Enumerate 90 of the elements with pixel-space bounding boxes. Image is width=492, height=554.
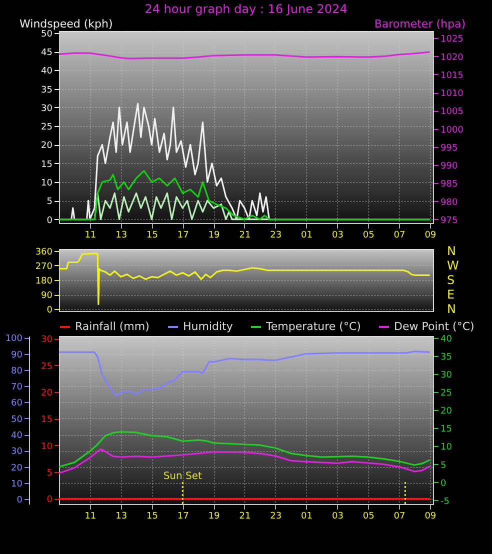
x-tick-label: 19 <box>208 230 220 240</box>
x-tick-label: 01 <box>301 230 312 240</box>
text: E <box>447 288 455 302</box>
y-tick-label: 25 <box>41 122 52 133</box>
line-series <box>58 51 431 60</box>
y-tick-label: 30 <box>41 104 53 114</box>
y-tick-label: 360 <box>35 247 53 258</box>
x-tick-label: 07 <box>394 512 406 522</box>
y2-tick-label: 1005 <box>440 107 464 118</box>
x-tick-label: 11 <box>84 512 96 522</box>
y2-tick-label: 5 <box>440 460 446 471</box>
x-tick-label: 07 <box>394 230 406 240</box>
y2-tick-label: 1025 <box>440 34 464 45</box>
y2-tick-label: 30 <box>440 370 452 380</box>
ref-line-label: Sun Set <box>163 471 202 482</box>
y2-tick-label: 1015 <box>440 70 464 81</box>
y2-tick-label: 15 <box>440 424 452 435</box>
y2-tick-label: 40 <box>440 334 452 344</box>
y2-axis-title: Barometer (hpa) <box>374 18 466 30</box>
y-tick-label: 10 <box>41 178 53 188</box>
x-tick-label: 13 <box>116 512 128 522</box>
y2-tick-label: 995 <box>440 143 458 154</box>
y2-tick-label: 1010 <box>440 89 464 100</box>
y-tick-label: 45 <box>41 48 52 58</box>
x-tick-label: 21 <box>239 512 251 522</box>
y2-tick-label: 10 <box>440 442 452 453</box>
y2-tick-label: 1000 <box>440 125 464 136</box>
y-tick-label: 40 <box>41 66 53 77</box>
x-tick-label: 09 <box>424 512 436 522</box>
y-tick-label: 5 <box>46 197 52 208</box>
x-tick-label: 09 <box>424 230 436 240</box>
y-tick-label: 70 <box>11 382 23 393</box>
y-tick-label: 15 <box>41 160 52 170</box>
legend-label: Rainfall (mm) <box>75 320 150 333</box>
y-tick-label: 80 <box>11 366 23 376</box>
x-tick-label: 15 <box>146 230 158 240</box>
x-tick-label: 13 <box>116 230 128 240</box>
line-series <box>58 170 431 220</box>
x-tick-label: 03 <box>332 230 344 240</box>
x-tick-label: 05 <box>362 512 374 522</box>
y-tick-label: 0 <box>16 496 23 506</box>
x-tick-label: 17 <box>177 230 189 240</box>
y2-tick-label: 25 <box>440 388 452 398</box>
y-tick-label: 50 <box>11 414 23 425</box>
x-tick-label: 21 <box>239 230 251 240</box>
legend-label: Temperature (°C) <box>265 320 361 333</box>
y-tick-label: 90 <box>41 291 53 302</box>
chart-title: 24 hour graph day : 16 June 2024 <box>144 2 348 16</box>
y2-tick-label: 35 <box>440 352 452 362</box>
y-tick-label: 50 <box>41 29 53 40</box>
x-tick-label: 05 <box>362 230 374 240</box>
y-tick-label: 270 <box>35 262 53 272</box>
y-tick-label: 180 <box>35 276 53 286</box>
line-series <box>58 350 431 397</box>
x-tick-label: 23 <box>270 230 282 240</box>
y-tick-label: 35 <box>41 85 52 96</box>
y2-tick-label: 985 <box>440 180 458 190</box>
y-tick-label: 100 <box>5 334 23 344</box>
y2-tick-label: -5 <box>440 496 450 507</box>
text: N <box>447 302 456 316</box>
y-tick-label: 90 <box>11 350 23 360</box>
x-tick-label: 17 <box>177 512 189 522</box>
x-tick-label: 19 <box>208 512 220 522</box>
y-tick-label: 20 <box>41 141 53 152</box>
y2-tick-label: 0 <box>440 478 446 489</box>
y2-tick-label: 975 <box>440 216 458 226</box>
y2-tick-label: 980 <box>440 198 458 208</box>
y-tick-label: 30 <box>11 447 23 458</box>
legend-label: Dew Point (°C) <box>394 320 474 333</box>
y-tick-label: 0 <box>46 216 53 226</box>
text: S <box>447 273 455 287</box>
x-tick-label: 15 <box>146 512 158 522</box>
legend-label: Humidity <box>183 320 234 333</box>
text: W <box>447 258 459 272</box>
y2-tick-label: 1020 <box>440 52 464 63</box>
y-tick-label: 10 <box>11 480 23 490</box>
line-series <box>58 430 431 468</box>
x-tick-label: 03 <box>332 512 344 522</box>
line-series <box>58 252 431 306</box>
x-tick-label: 01 <box>301 512 312 522</box>
y2-tick-label: 20 <box>440 406 452 417</box>
y-tick-label: 0 <box>46 306 53 316</box>
y-tick-label: 40 <box>11 431 23 442</box>
x-tick-label: 23 <box>270 512 282 522</box>
y-tick-label: 20 <box>11 463 23 474</box>
y-axis-title: Windspeed (kph) <box>20 18 113 30</box>
y2-tick-label: 990 <box>440 162 458 172</box>
x-tick-label: 11 <box>84 230 96 240</box>
text: N <box>447 244 456 258</box>
y-tick-label: 60 <box>11 398 23 409</box>
